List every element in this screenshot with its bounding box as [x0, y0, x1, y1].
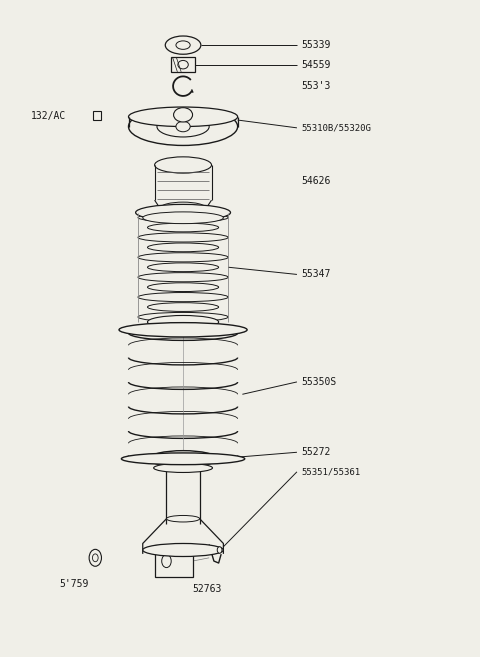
Ellipse shape — [138, 253, 228, 262]
Ellipse shape — [147, 263, 219, 271]
Ellipse shape — [136, 204, 230, 221]
Ellipse shape — [157, 116, 209, 137]
Ellipse shape — [155, 157, 212, 173]
Text: 5'759: 5'759 — [59, 579, 89, 589]
Bar — [93, 111, 100, 120]
Ellipse shape — [138, 213, 228, 222]
Text: 55339: 55339 — [301, 40, 331, 50]
Ellipse shape — [147, 303, 219, 311]
Text: 54559: 54559 — [301, 60, 331, 70]
Text: 55310B/55320G: 55310B/55320G — [301, 124, 372, 132]
Ellipse shape — [138, 233, 228, 242]
Ellipse shape — [147, 243, 219, 252]
Ellipse shape — [143, 212, 223, 223]
Ellipse shape — [176, 122, 190, 132]
Text: 132/AC: 132/AC — [31, 111, 67, 121]
Ellipse shape — [167, 457, 200, 465]
Text: 553'3: 553'3 — [301, 81, 331, 91]
Text: 55347: 55347 — [301, 269, 331, 279]
Ellipse shape — [129, 107, 238, 127]
Bar — [155, 545, 192, 578]
Text: 55350S: 55350S — [301, 377, 337, 387]
Text: 54626: 54626 — [301, 176, 331, 187]
Bar — [171, 58, 195, 72]
Ellipse shape — [138, 292, 228, 302]
Text: 55351/55361: 55351/55361 — [301, 467, 361, 476]
Ellipse shape — [147, 283, 219, 292]
Text: 55272: 55272 — [301, 447, 331, 457]
Ellipse shape — [147, 315, 219, 328]
Ellipse shape — [93, 554, 98, 562]
Ellipse shape — [89, 549, 101, 566]
Ellipse shape — [175, 554, 192, 559]
Ellipse shape — [149, 451, 217, 467]
Ellipse shape — [174, 108, 192, 122]
Ellipse shape — [160, 202, 206, 214]
Ellipse shape — [119, 323, 247, 337]
Text: 52763: 52763 — [192, 584, 221, 594]
Ellipse shape — [217, 547, 222, 553]
Ellipse shape — [165, 36, 201, 55]
Ellipse shape — [121, 453, 245, 464]
Ellipse shape — [176, 41, 190, 49]
Ellipse shape — [138, 313, 228, 321]
Ellipse shape — [129, 108, 238, 145]
Ellipse shape — [167, 516, 200, 522]
Ellipse shape — [138, 273, 228, 282]
Ellipse shape — [162, 555, 171, 568]
Ellipse shape — [143, 543, 223, 556]
Ellipse shape — [147, 223, 219, 232]
Ellipse shape — [154, 463, 213, 472]
Ellipse shape — [178, 60, 188, 69]
